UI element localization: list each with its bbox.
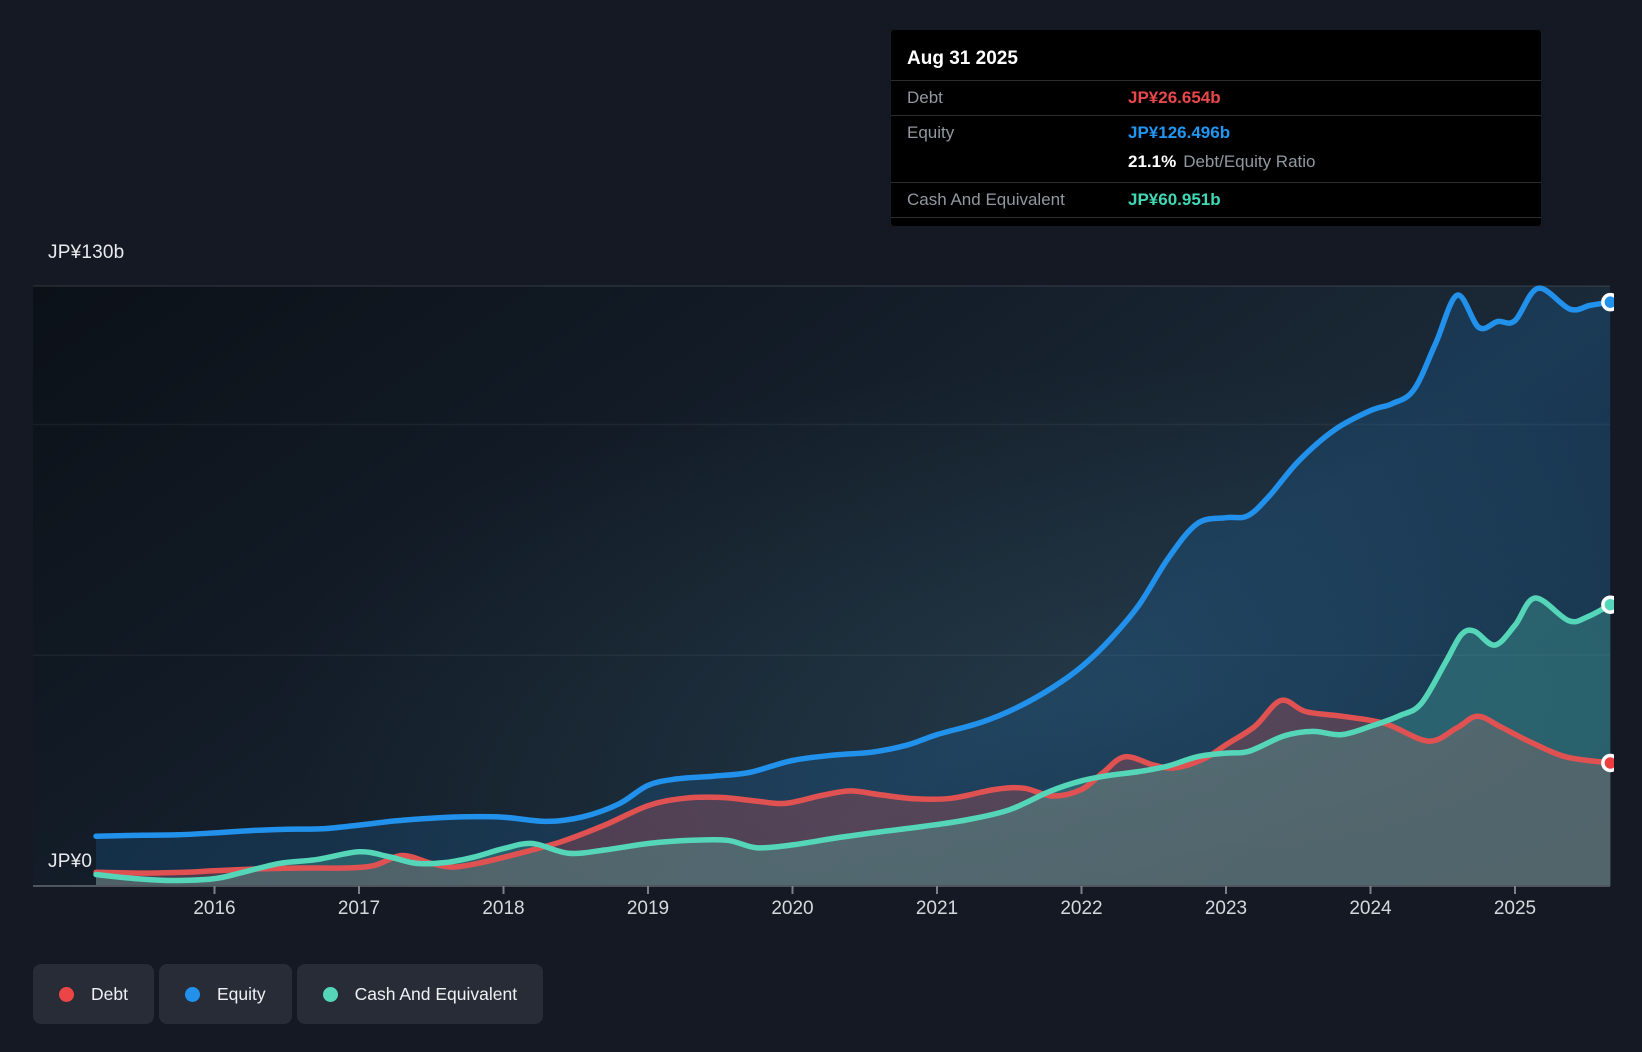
tooltip-equity-label: Equity <box>907 123 1128 143</box>
tooltip-debt-label: Debt <box>907 88 1128 108</box>
x-axis-label-2024: 2024 <box>1326 898 1416 920</box>
legend-dot <box>185 987 200 1002</box>
tooltip-cash-value: JP¥60.951b <box>1128 190 1221 210</box>
legend-dot <box>59 987 74 1002</box>
tooltip-ratio-value: 21.1% <box>1128 152 1176 172</box>
x-axis-label-2020: 2020 <box>748 898 838 920</box>
tooltip-ratio-label: Debt/Equity Ratio <box>1183 152 1315 172</box>
x-axis-label-2025: 2025 <box>1470 898 1560 920</box>
x-axis-label-2016: 2016 <box>170 898 260 920</box>
x-axis-label-2021: 2021 <box>892 898 982 920</box>
debt-endpoint-marker <box>1603 755 1618 770</box>
cash-endpoint-marker <box>1603 597 1618 612</box>
x-axis-label-2023: 2023 <box>1181 898 1271 920</box>
tooltip-equity-value: JP¥126.496b <box>1128 123 1230 143</box>
hover-tooltip: Aug 31 2025 Debt JP¥26.654b Equity JP¥12… <box>891 30 1541 226</box>
tooltip-row-equity: Equity JP¥126.496b <box>891 115 1541 150</box>
tooltip-cash-label: Cash And Equivalent <box>907 190 1128 210</box>
equity-endpoint-marker <box>1603 295 1618 310</box>
tooltip-row-debt: Debt JP¥26.654b <box>891 80 1541 115</box>
legend-item-debt[interactable]: Debt <box>33 964 154 1024</box>
x-axis: 2016 2017 2018 2019 2020 2021 2022 2023 2024 2025 <box>0 898 1642 924</box>
y-axis-label-zero: JP¥0 <box>48 851 92 873</box>
x-axis-label-2019: 2019 <box>603 898 693 920</box>
x-axis-label-2018: 2018 <box>459 898 549 920</box>
x-axis-label-2017: 2017 <box>314 898 404 920</box>
legend-label: Cash And Equivalent <box>355 984 517 1005</box>
legend-label: Debt <box>91 984 128 1005</box>
x-axis-label-2022: 2022 <box>1037 898 1127 920</box>
legend-dot <box>323 987 338 1002</box>
tooltip-row-cash: Cash And Equivalent JP¥60.951b <box>891 182 1541 217</box>
tooltip-date: Aug 31 2025 <box>891 42 1541 80</box>
chart-legend: Debt Equity Cash And Equivalent <box>33 964 543 1024</box>
legend-label: Equity <box>217 984 266 1005</box>
tooltip-debt-value: JP¥26.654b <box>1128 88 1221 108</box>
tooltip-row-ratio: 21.1% Debt/Equity Ratio <box>891 150 1541 182</box>
y-axis-label-max: JP¥130b <box>48 242 124 264</box>
legend-item-cash-and-equivalent[interactable]: Cash And Equivalent <box>297 964 543 1024</box>
legend-item-equity[interactable]: Equity <box>159 964 292 1024</box>
debt-equity-history-panel: JP¥130b JP¥0 2016 2017 2018 2019 2020 2021 202… <box>0 0 1642 1052</box>
